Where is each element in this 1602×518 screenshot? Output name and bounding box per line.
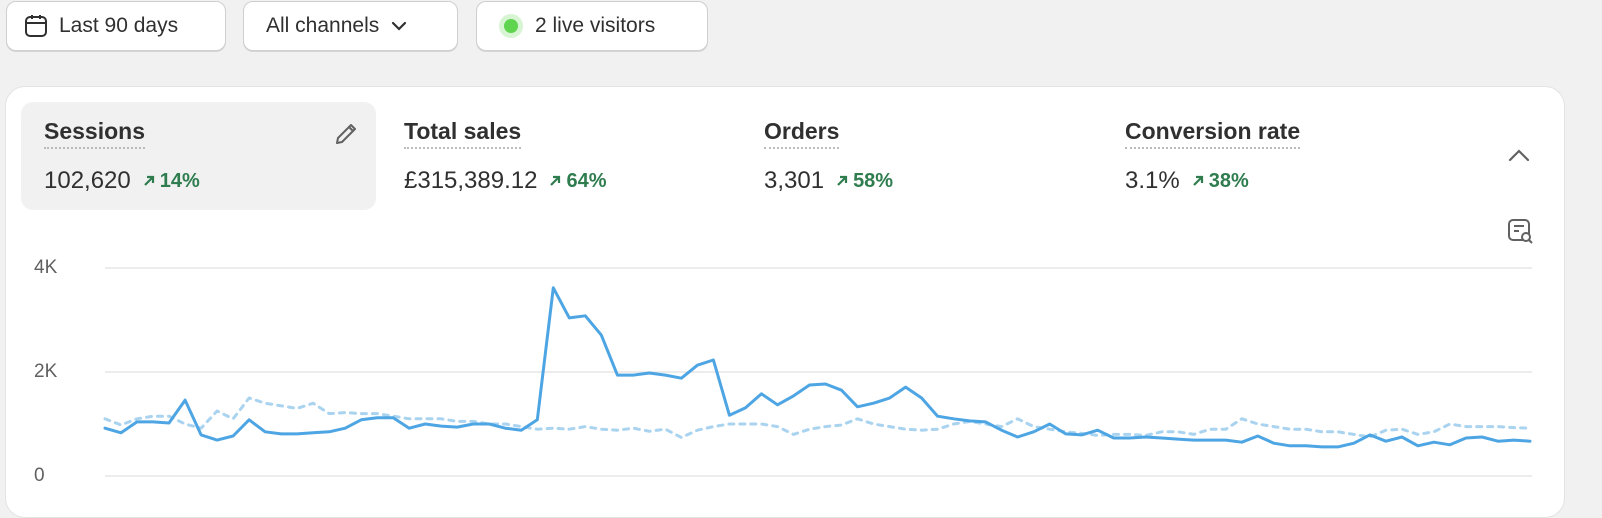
collapse-icon[interactable] <box>1507 146 1531 166</box>
metric-change: 14% <box>141 170 200 193</box>
page: Last 90 days All channels 2 live visitor… <box>5 1 1565 518</box>
up-arrow <box>1192 175 1203 186</box>
filter-label: All channels <box>266 14 380 37</box>
chevron-down <box>392 21 407 31</box>
up-arrow <box>837 175 848 186</box>
live-dot <box>499 14 523 38</box>
metric-row: 3,301 58% <box>764 167 893 195</box>
metric-change: 64% <box>547 169 607 193</box>
date-filter[interactable]: Last 90 days <box>6 1 226 51</box>
metric-label: Sessions <box>44 118 145 149</box>
comparison-line <box>103 396 1532 439</box>
live-visitors[interactable]: 2 live visitors <box>476 1 708 51</box>
metric-label: Conversion rate <box>1125 118 1301 149</box>
y-tick-label: 4K <box>34 257 58 278</box>
y-tick-label: 2K <box>34 361 58 382</box>
metric-value: 3.1% <box>1125 167 1180 194</box>
change-value: 58% <box>853 169 894 192</box>
calendar-icon <box>25 15 47 37</box>
sessions-chart: 0 2K 4K <box>34 257 1532 486</box>
metric-value: 102,620 <box>44 167 131 194</box>
up-arrow <box>550 175 561 186</box>
metric-label: Orders <box>764 118 840 149</box>
up-arrow <box>143 175 154 186</box>
metric-label: Total sales <box>404 118 522 149</box>
explore-icon[interactable] <box>1507 218 1535 246</box>
change-value: 14% <box>159 169 200 192</box>
metric-change: 38% <box>1190 170 1249 193</box>
metric-value: 3,301 <box>764 167 825 194</box>
filter-label: Last 90 days <box>59 14 179 37</box>
metric-row: £315,389.12 64% <box>404 167 607 195</box>
change-value: 38% <box>1208 169 1249 192</box>
edit-icon[interactable] <box>332 120 360 148</box>
channel-filter[interactable]: All channels <box>243 1 458 51</box>
metric-change: 58% <box>834 170 893 193</box>
change-value: 64% <box>566 169 607 192</box>
metric-row: 3.1% 38% <box>1125 167 1249 195</box>
metric-row: 102,620 14% <box>44 167 200 195</box>
filter-label: 2 live visitors <box>535 14 656 37</box>
sessions-line <box>103 286 1532 449</box>
metric-value: £315,389.12 <box>404 167 538 194</box>
metric-tile-selected[interactable] <box>21 102 376 210</box>
y-tick-label: 0 <box>34 465 45 486</box>
